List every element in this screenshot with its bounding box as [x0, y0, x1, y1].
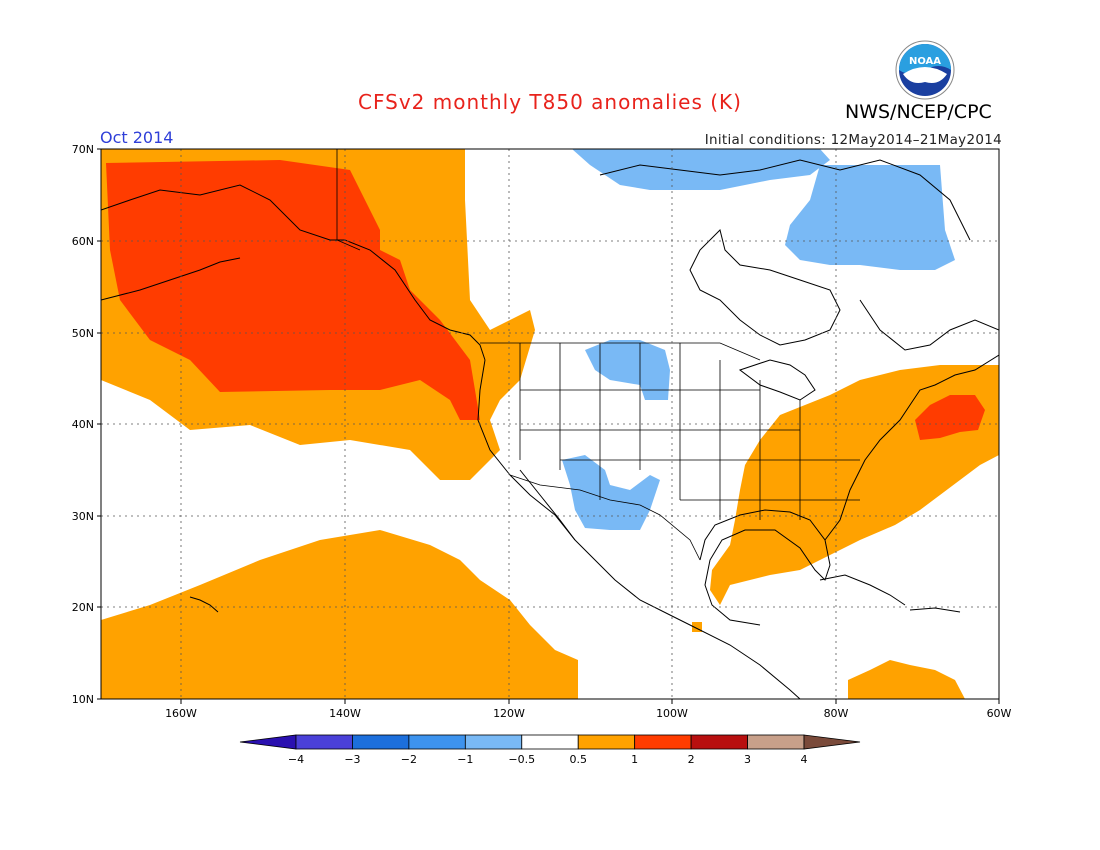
- legend-label: 2: [688, 753, 695, 766]
- legend-swatch: [521, 734, 579, 750]
- hispaniola: [909, 607, 961, 613]
- legend-swatch: [295, 734, 353, 750]
- legend-label: 0.5: [569, 753, 587, 766]
- legend-label: 3: [744, 753, 751, 766]
- legend-swatch: [239, 734, 297, 750]
- legend-swatch: [690, 734, 748, 750]
- borders: [336, 149, 860, 561]
- agency-label: NWS/NCEP/CPC: [845, 101, 992, 123]
- axis-ticks: [97, 148, 1000, 704]
- lat-label: 20N: [72, 601, 94, 614]
- lon-label: 80W: [824, 707, 849, 720]
- hudson-bay-coast: [689, 229, 841, 346]
- lat-label: 40N: [72, 418, 94, 431]
- west-coast: [477, 359, 801, 699]
- baja: [519, 469, 576, 541]
- gulf-coast: [699, 509, 831, 626]
- region-mexico-spot: [692, 622, 702, 632]
- region-caribbean: [848, 660, 965, 699]
- east-coast: [824, 354, 999, 541]
- legend-label: −3: [344, 753, 360, 766]
- legend-label: −1: [457, 753, 473, 766]
- legend-label: 1: [631, 753, 638, 766]
- initial-conditions-label: Initial conditions: 12May2014–21May2014: [704, 132, 1002, 148]
- us-states: [519, 343, 860, 520]
- noaa-logo-icon: NOAA: [895, 40, 955, 100]
- alaska-canada-border: [336, 149, 361, 251]
- latitude-labels: 70N 60N 50N 40N 30N 20N 10N: [72, 143, 94, 706]
- anomaly-shading: [101, 149, 999, 699]
- legend-swatch: [803, 734, 861, 750]
- region-southwest-us: [562, 455, 660, 530]
- lon-label: 100W: [656, 707, 688, 720]
- us-mexico-border: [509, 474, 701, 561]
- lat-label: 70N: [72, 143, 94, 156]
- lat-label: 30N: [72, 510, 94, 523]
- lon-label: 120W: [493, 707, 525, 720]
- legend-label: −4: [288, 753, 304, 766]
- labrador: [859, 299, 999, 351]
- coastlines: [101, 159, 999, 699]
- region-northern-plains: [585, 340, 670, 400]
- cuba: [819, 574, 906, 606]
- region-western-atlantic: [915, 395, 985, 440]
- noaa-logo-text: NOAA: [909, 56, 941, 67]
- region-subtropical-pacific: [101, 530, 578, 699]
- legend-swatch: [464, 734, 523, 750]
- legend-swatch: [577, 734, 636, 750]
- color-legend: −4 −3 −2 −1 −0.5 0.5 1 2 3 4: [239, 734, 861, 766]
- legend-label: −2: [401, 753, 417, 766]
- map-title: CFSv2 monthly T850 anomalies (K): [358, 90, 742, 114]
- hawaii: [189, 596, 219, 613]
- legend-swatch: [352, 734, 410, 750]
- aleutians: [101, 257, 241, 301]
- region-hudson-bay: [785, 165, 955, 270]
- lat-label: 10N: [72, 693, 94, 706]
- region-canadian-arctic: [572, 149, 830, 190]
- legend-swatch: [634, 734, 692, 750]
- arctic-islands: [599, 159, 971, 241]
- legend-label: 4: [801, 753, 808, 766]
- longitude-labels: 160W 140W 120W 100W 80W 60W: [165, 707, 1011, 720]
- great-lakes: [738, 359, 816, 401]
- lon-label: 140W: [329, 707, 361, 720]
- legend-label: −0.5: [508, 753, 535, 766]
- lon-label: 60W: [987, 707, 1012, 720]
- lat-label: 50N: [72, 327, 94, 340]
- lat-label: 60N: [72, 235, 94, 248]
- legend-swatch: [747, 734, 805, 750]
- legend-swatch: [408, 734, 466, 750]
- lon-label: 160W: [165, 707, 197, 720]
- region-alaska-gulf: [106, 160, 480, 420]
- period-label: Oct 2014: [100, 128, 174, 147]
